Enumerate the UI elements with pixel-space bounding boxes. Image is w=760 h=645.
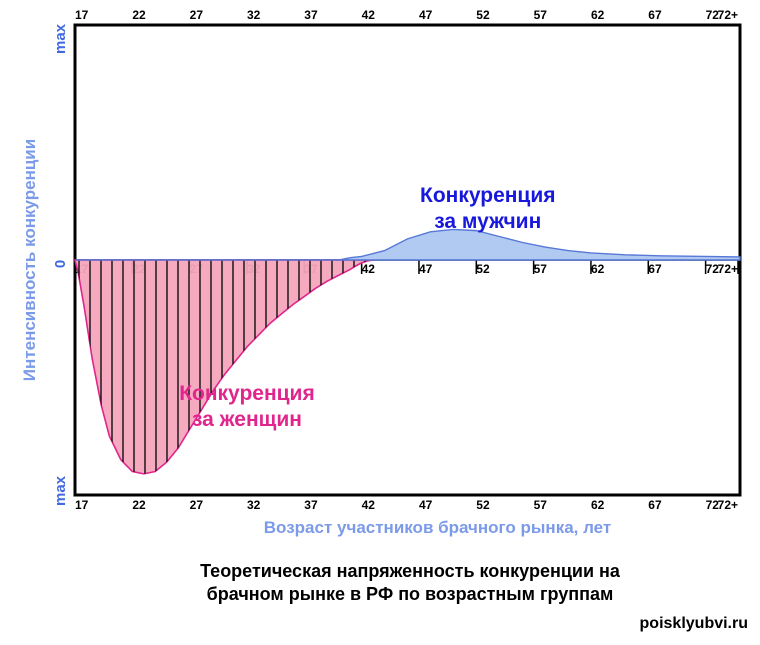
x-tick-label: 37: [304, 8, 318, 22]
x-tick-label: 47: [419, 262, 433, 276]
chart-container: 17222732374247525762677272+1722273237424…: [0, 0, 760, 645]
y-tick-label: max: [52, 23, 69, 54]
label-competition-men-line2: за мужчин: [434, 210, 541, 233]
x-tick-label: 27: [190, 498, 204, 512]
x-tick-label: 67: [648, 262, 662, 276]
x-tick-label: 67: [648, 498, 662, 512]
label-competition-men-line1: Конкуренция: [420, 184, 556, 207]
x-tick-label: 32: [247, 8, 261, 22]
x-tick-label: 72+: [718, 8, 738, 22]
x-tick-label: 67: [648, 8, 662, 22]
x-tick-label: 52: [476, 498, 490, 512]
x-tick-label: 62: [591, 262, 605, 276]
x-tick-label: 17: [75, 498, 89, 512]
x-tick-label: 17: [75, 8, 89, 22]
chart-svg: 17222732374247525762677272+1722273237424…: [0, 0, 760, 645]
x-axis-label: Возраст участников брачного рынка, лет: [264, 518, 611, 537]
x-tick-label: 52: [476, 262, 490, 276]
y-axis-label: Интенсивность конкуренции: [20, 139, 39, 381]
watermark: poisklyubvi.ru: [640, 615, 748, 633]
chart-caption: Теоретическая напряженность конкуренции …: [90, 560, 730, 605]
x-tick-label: 57: [534, 262, 548, 276]
x-tick-label: 52: [476, 8, 490, 22]
y-tick-label: max: [52, 475, 69, 506]
x-tick-label: 57: [534, 8, 548, 22]
x-tick-label: 22: [132, 8, 146, 22]
label-competition-women-line2: за женщин: [192, 408, 302, 431]
caption-line1: Теоретическая напряженность конкуренции …: [200, 561, 620, 581]
x-tick-label: 42: [362, 8, 376, 22]
x-tick-label: 42: [362, 498, 376, 512]
x-tick-label: 27: [190, 8, 204, 22]
x-tick-label: 22: [132, 498, 146, 512]
x-tick-label: 62: [591, 8, 605, 22]
x-tick-label: 72+: [718, 262, 738, 276]
x-tick-label: 42: [362, 262, 376, 276]
x-tick-label: 37: [304, 498, 318, 512]
x-tick-label: 72+: [718, 498, 738, 512]
x-tick-label: 47: [419, 8, 433, 22]
x-tick-label: 32: [247, 498, 261, 512]
label-competition-women-line1: Конкуренция: [179, 382, 315, 405]
x-tick-label: 57: [534, 498, 548, 512]
x-tick-label: 47: [419, 498, 433, 512]
x-tick-label: 62: [591, 498, 605, 512]
caption-line2: брачном рынке в РФ по возрастным группам: [207, 584, 614, 604]
y-tick-label: 0: [52, 260, 69, 268]
